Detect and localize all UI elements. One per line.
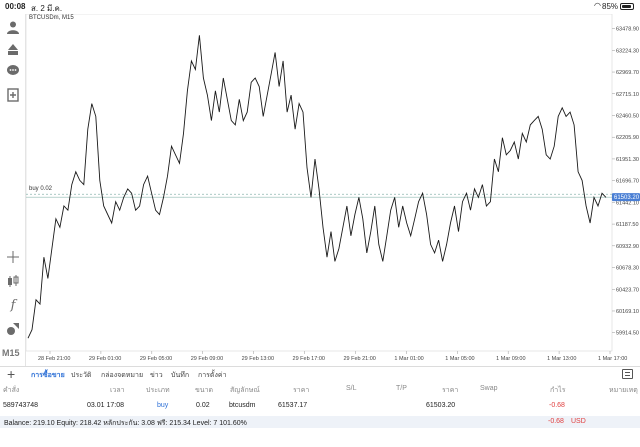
candles-icon[interactable] — [4, 272, 22, 290]
col-sl: S/L — [346, 385, 357, 392]
order-id: 589743748 — [3, 402, 39, 409]
time-tick-label: 28 Feb 21:00 — [38, 356, 70, 362]
price-tick-label: 62205.90 — [616, 135, 639, 141]
time-tick-label: 29 Feb 09:00 — [191, 356, 223, 362]
add-icon[interactable]: + — [7, 366, 16, 382]
current-price-tag — [612, 193, 640, 202]
account-summary: Balance: 219.10 Equity: 218.42 หลักประกั… — [4, 420, 247, 427]
timeframe-label[interactable]: M15 — [2, 348, 20, 358]
time-tick-label: 1 Mar 01:00 — [394, 356, 423, 362]
objects-icon[interactable] — [4, 320, 22, 338]
tab-settings[interactable]: การตั้งค่า — [198, 372, 227, 379]
col-symbol: สัญลักษณ์ — [230, 387, 260, 394]
col-swap: Swap — [480, 385, 498, 392]
price-tick-label: 60423.70 — [616, 287, 639, 293]
price-chart[interactable]: 63478.90 63224.30 62969.70 62715.10 62460.50… — [26, 14, 640, 366]
col-profit: กำไร — [550, 387, 566, 394]
order-line-label: buy 0.02 — [29, 186, 53, 193]
order-type: buy — [157, 402, 169, 409]
crosshair-icon[interactable] — [4, 248, 22, 266]
panel-toggle-icon[interactable] — [622, 369, 633, 379]
bottom-tab-bar: + การซื้อขาย ประวัติ กล่องจดหมาย ข่าว บั… — [0, 366, 640, 382]
price-axis: 63478.90 63224.30 62969.70 62715.10 62460.50… — [616, 27, 639, 337]
indicators-icon[interactable]: f — [10, 297, 16, 313]
order-profit: -0.68 — [549, 402, 565, 409]
col-time: เวลา — [110, 387, 125, 394]
price-tick-label: 61442.10 — [616, 200, 639, 206]
trade-icon[interactable] — [4, 40, 22, 58]
add-order-icon[interactable] — [4, 86, 22, 104]
price-tick-label: 62969.70 — [616, 70, 639, 76]
account-icon[interactable] — [4, 18, 22, 36]
grid-lines — [49, 28, 615, 354]
price-tick-label: 59914.50 — [616, 331, 639, 337]
price-tick-label: 62715.10 — [616, 92, 639, 98]
chart-canvas[interactable]: 63478.90 63224.30 62969.70 62715.10 62460.50… — [26, 14, 640, 366]
chat-icon[interactable] — [4, 62, 22, 80]
price-tick-label: 60169.10 — [616, 309, 639, 315]
order-time: 03.01 17:08 — [87, 402, 124, 409]
price-series-line — [27, 35, 607, 339]
left-toolbar: f M15 — [0, 14, 26, 366]
date: ส. 2 มี.ค. — [31, 4, 63, 13]
price-tick-label: 60678.30 — [616, 266, 639, 272]
symbol-label: BTCUSDm, M15 — [29, 15, 74, 21]
wifi-icon: ◠ — [594, 1, 601, 10]
col-tp: T/P — [396, 385, 407, 392]
order-open-price: 61537.17 — [278, 402, 308, 409]
tab-journal[interactable]: บันทึก — [171, 372, 190, 379]
time-tick-label: 1 Mar 13:00 — [547, 356, 576, 362]
col-price: ราคา — [442, 387, 459, 394]
tab-news[interactable]: ข่าว — [150, 372, 163, 379]
balance-bar: Balance: 219.10 Equity: 218.42 หลักประกั… — [0, 416, 640, 428]
col-open-price: ราคา — [293, 387, 310, 394]
status-bar: 00:08 ส. 2 มี.ค. ◠ 85% — [0, 0, 640, 14]
time-tick-label: 1 Mar 09:00 — [496, 356, 525, 362]
order-current-price: 61503.20 — [426, 402, 456, 409]
price-tick-label: 62460.50 — [616, 113, 639, 119]
col-volume: ขนาด — [195, 387, 214, 394]
order-volume: 0.02 — [196, 402, 210, 409]
time-tick-label: 1 Mar 17:00 — [598, 356, 627, 362]
clock: 00:08 — [5, 2, 26, 11]
price-tick-label: 61187.50 — [616, 222, 639, 228]
time-tick-label: 29 Feb 01:00 — [89, 356, 121, 362]
price-tick-label: 63478.90 — [616, 27, 639, 33]
price-tick-label: 61951.30 — [616, 157, 639, 163]
time-tick-label: 29 Feb 05:00 — [140, 356, 172, 362]
table-row[interactable]: 589743748 03.01 17:08 buy 0.02 btcusdm 6… — [0, 400, 640, 414]
tab-mailbox[interactable]: กล่องจดหมาย — [101, 372, 144, 379]
tab-history[interactable]: ประวัติ — [71, 372, 92, 379]
price-tick-label: 61696.70 — [616, 179, 639, 185]
col-type: ประเภท — [146, 387, 170, 394]
order-symbol: btcusdm — [229, 402, 256, 409]
battery-percent: 85% — [602, 2, 619, 11]
battery-icon — [620, 3, 634, 10]
positions-table: คำสั่ง เวลา ประเภท ขนาด สัญลักษณ์ ราคา S… — [0, 382, 640, 417]
table-header: คำสั่ง เวลา ประเภท ขนาด สัญลักษณ์ ราคา S… — [0, 383, 640, 397]
col-comment: หมายเหตุ — [609, 387, 638, 394]
col-order: คำสั่ง — [3, 387, 20, 394]
time-tick-label: 29 Feb 21:00 — [343, 356, 375, 362]
current-price-label: 61503.20 — [614, 195, 640, 201]
time-tick-label: 29 Feb 13:00 — [242, 356, 274, 362]
price-tick-label: 60932.90 — [616, 244, 639, 250]
time-axis: 28 Feb 21:00 29 Feb 01:00 29 Feb 05:00 29 F… — [38, 356, 627, 362]
tab-trade[interactable]: การซื้อขาย — [31, 372, 65, 379]
total-profit: -0.68 — [548, 418, 564, 425]
currency-label: USD — [571, 418, 586, 425]
price-tick-label: 63224.30 — [616, 48, 639, 54]
time-tick-label: 1 Mar 05:00 — [445, 356, 474, 362]
time-tick-label: 29 Feb 17:00 — [293, 356, 325, 362]
